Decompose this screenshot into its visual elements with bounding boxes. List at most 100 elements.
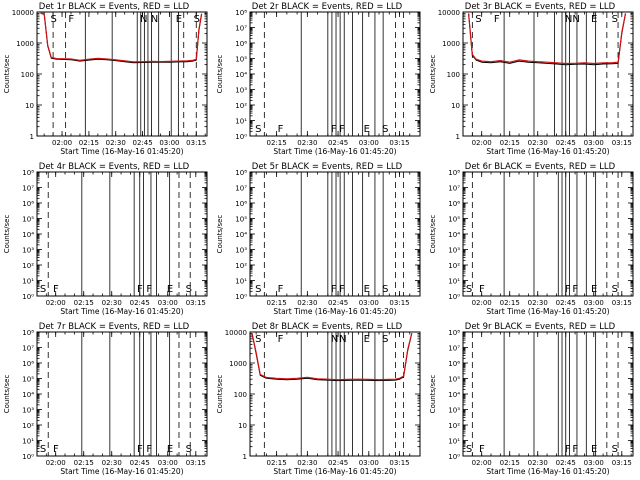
panel-1-event-marker: N bbox=[151, 14, 158, 25]
panel-9-xlabel: Start Time (16-May-16 01:45:20) bbox=[486, 467, 609, 476]
panel-5-xtick-label: 02:45 bbox=[328, 299, 348, 307]
panel-8-xlabel: Start Time (16-May-16 01:45:20) bbox=[273, 467, 396, 476]
panel-8-xtick-label: 02:45 bbox=[328, 459, 348, 467]
panel-1-ytick-label: 10 bbox=[25, 102, 34, 110]
panel-4-xtick-label: 02:45 bbox=[130, 299, 150, 307]
panel-5-ytick-label: 10⁰ bbox=[235, 293, 247, 301]
panel-5-ytick-label: 10⁴ bbox=[235, 231, 247, 239]
panel-8-y-ticks bbox=[250, 331, 420, 457]
panel-6-xtick-label: 02:30 bbox=[528, 299, 548, 307]
panel-2-xtick-label: 02:15 bbox=[267, 139, 287, 147]
panel-6-x-ticks bbox=[462, 172, 632, 296]
panel-9-xtick-label: 02:00 bbox=[472, 459, 492, 467]
panel-9-event-marker: F bbox=[572, 444, 578, 455]
panel-5-y-ticks bbox=[250, 171, 420, 297]
panel-4-event-marker: F bbox=[53, 284, 59, 295]
panel-2-xlabel: Start Time (16-May-16 01:45:20) bbox=[273, 147, 396, 156]
panel-9-ytick-label: 10¹ bbox=[448, 438, 460, 446]
panel-7-xtick-label: 03:15 bbox=[186, 459, 206, 467]
panel-5-ytick-label: 10³ bbox=[235, 247, 247, 255]
panel-3-ytick-label: 1000 bbox=[442, 40, 460, 48]
panel-2-xtick-label: 02:30 bbox=[297, 139, 317, 147]
panel-3-ytick-label: 100 bbox=[447, 71, 460, 79]
panel-1-x-ticks bbox=[43, 12, 206, 136]
chart-panel-5: Det 5r BLACK = Events, RED = LLD Counts/s… bbox=[216, 162, 421, 316]
panel-1-title: Det 1r BLACK = Events, RED = LLD bbox=[39, 2, 190, 12]
panel-4-ytick-label: 10² bbox=[22, 262, 34, 270]
panel-5-event-marker: S bbox=[255, 284, 261, 295]
panel-7-ytick-label: 10¹ bbox=[22, 438, 34, 446]
panel-2-ytick-label: 10³ bbox=[235, 87, 247, 95]
panel-1-event-marker: F bbox=[68, 14, 74, 25]
panel-6-y-ticks bbox=[463, 171, 633, 297]
panel-7-plot-frame bbox=[36, 331, 208, 457]
panel-3-ylabel: Counts/sec bbox=[429, 55, 437, 94]
panel-7-xtick-label: 02:00 bbox=[46, 459, 66, 467]
panel-1-ytick-label: 100 bbox=[21, 71, 34, 79]
panel-5-ytick-label: 10⁵ bbox=[235, 216, 247, 224]
panel-3-title: Det 3r BLACK = Events, RED = LLD bbox=[465, 2, 616, 12]
panel-5-ytick-label: 10² bbox=[235, 262, 247, 270]
panel-7-ytick-label: 10⁵ bbox=[22, 376, 34, 384]
panel-6-event-lines bbox=[471, 172, 619, 296]
panel-9-event-marker: S bbox=[612, 444, 618, 455]
panel-9-xtick-label: 02:45 bbox=[556, 459, 576, 467]
panel-9-xtick-label: 03:15 bbox=[612, 459, 632, 467]
panel-9-xtick-label: 02:15 bbox=[500, 459, 520, 467]
panel-6-xtick-label: 03:15 bbox=[612, 299, 632, 307]
panel-8-event-marker: S bbox=[382, 334, 388, 345]
panel-1-xtick-label: 02:15 bbox=[79, 139, 99, 147]
panel-2-event-marker: F bbox=[339, 124, 345, 135]
panel-9-ytick-label: 10³ bbox=[448, 407, 460, 415]
panel-8-series-events bbox=[251, 333, 413, 382]
panel-6-event-marker: S bbox=[612, 284, 618, 295]
panel-2-ylabel: Counts/sec bbox=[216, 55, 224, 94]
panel-5-plot-frame bbox=[249, 171, 421, 297]
panel-1-ytick-label: 1 bbox=[30, 133, 34, 141]
panel-6-xtick-label: 03:00 bbox=[584, 299, 604, 307]
panel-2-ytick-label: 10⁰ bbox=[235, 133, 247, 141]
panel-3-event-marker: E bbox=[591, 14, 597, 25]
panel-2-ytick-label: 10⁸ bbox=[235, 9, 247, 17]
panel-6-ytick-label: 10⁸ bbox=[448, 169, 460, 177]
panel-2-xtick-label: 03:00 bbox=[359, 139, 379, 147]
panel-3-event-marker: S bbox=[475, 14, 481, 25]
panel-4-xlabel: Start Time (16-May-16 01:45:20) bbox=[60, 307, 183, 316]
panel-9-ytick-label: 10⁵ bbox=[448, 376, 460, 384]
panel-5-xtick-label: 02:30 bbox=[297, 299, 317, 307]
panel-7-x-ticks bbox=[36, 332, 206, 456]
chart-panel-3: Det 3r BLACK = Events, RED = LLD Counts/s… bbox=[429, 2, 634, 156]
panel-9-x-ticks bbox=[462, 332, 632, 456]
panel-4-ytick-label: 10⁷ bbox=[22, 185, 34, 193]
panel-4-ytick-label: 10⁰ bbox=[22, 293, 34, 301]
panel-2-xtick-label: 02:45 bbox=[328, 139, 348, 147]
panel-7-ytick-label: 10⁶ bbox=[22, 360, 34, 368]
panel-7-xtick-label: 03:00 bbox=[158, 459, 178, 467]
panel-2-title: Det 2r BLACK = Events, RED = LLD bbox=[252, 2, 403, 12]
panel-1-series-lld bbox=[40, 12, 203, 63]
panel-1-ytick-label: 1000 bbox=[16, 40, 34, 48]
panel-3-xtick-label: 02:30 bbox=[528, 139, 548, 147]
chart-panel-4: Det 4r BLACK = Events, RED = LLD Counts/s… bbox=[3, 162, 208, 316]
panel-8-xtick-label: 02:30 bbox=[297, 459, 317, 467]
panel-7-xtick-label: 02:45 bbox=[130, 459, 150, 467]
panel-1-xlabel: Start Time (16-May-16 01:45:20) bbox=[60, 147, 183, 156]
panel-2-y-ticks bbox=[250, 11, 420, 137]
panel-1-event-marker: S bbox=[194, 14, 200, 25]
panel-6-event-marker: F bbox=[565, 284, 571, 295]
panel-7-xtick-label: 02:30 bbox=[102, 459, 122, 467]
panel-9-xtick-label: 02:30 bbox=[528, 459, 548, 467]
panel-7-ytick-label: 10⁴ bbox=[22, 391, 34, 399]
panel-6-ylabel: Counts/sec bbox=[429, 215, 437, 254]
panel-7-y-ticks bbox=[37, 331, 207, 457]
panel-7-ytick-label: 10⁸ bbox=[22, 329, 34, 337]
panel-8-xtick-label: 02:15 bbox=[267, 459, 287, 467]
panel-4-event-marker: F bbox=[137, 284, 143, 295]
panel-6-xtick-label: 02:45 bbox=[556, 299, 576, 307]
panel-3-xtick-label: 02:45 bbox=[556, 139, 576, 147]
panel-3-event-marker: N bbox=[565, 14, 572, 25]
panel-9-event-marker: F bbox=[479, 444, 485, 455]
panel-5-ytick-label: 10¹ bbox=[235, 278, 247, 286]
panel-5-xlabel: Start Time (16-May-16 01:45:20) bbox=[273, 307, 396, 316]
panel-6-xlabel: Start Time (16-May-16 01:45:20) bbox=[486, 307, 609, 316]
